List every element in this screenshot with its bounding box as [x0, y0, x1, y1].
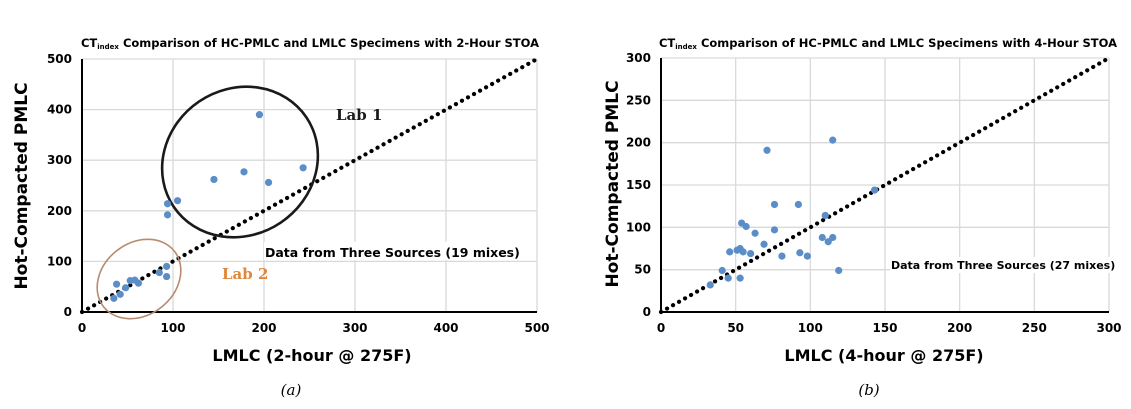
panel-a-chart: CTindex Comparison of HC-PMLC and LMLC S…: [12, 36, 550, 399]
x-tick-label: 100: [160, 321, 185, 335]
data-point: [706, 281, 714, 289]
panel-a-equality-line: [79, 56, 540, 315]
data-point: [770, 226, 779, 234]
data-point: [163, 200, 172, 208]
data-point: [747, 249, 755, 258]
data-point: [829, 136, 837, 144]
lab-2-ellipse: [96, 238, 182, 320]
panel-a-title: CTindex Comparison of HC-PMLC and LMLC S…: [81, 36, 539, 51]
y-tick-label: 0: [643, 305, 651, 319]
data-point: [134, 279, 143, 287]
panel-b-x-axis-label: LMLC (4-hour @ 275F): [784, 346, 983, 365]
data-point: [299, 164, 307, 172]
y-tick-label: 400: [47, 103, 72, 117]
x-tick-label: 150: [872, 321, 897, 335]
y-tick-label: 50: [634, 263, 651, 277]
data-point: [824, 238, 832, 246]
panel-b-tick-labels: 0 50 100 150 200 250 300 0 50 100 150 200 250 300: [626, 51, 1122, 335]
y-tick-label: 200: [47, 204, 72, 218]
data-point: [264, 178, 273, 187]
x-tick-label: 0: [78, 321, 86, 335]
data-point: [778, 252, 786, 260]
y-tick-label: 100: [626, 220, 651, 234]
panel-b-annotation-bg: [890, 257, 1110, 273]
y-tick-label: 150: [626, 178, 651, 192]
data-point: [163, 262, 171, 271]
data-point: [763, 146, 771, 154]
x-tick-label: 200: [251, 321, 276, 335]
data-point: [818, 233, 826, 242]
panel-a-data-points: [110, 111, 307, 302]
panel-a-x-axis-label: LMLC (2-hour @ 275F): [212, 346, 411, 365]
data-point: [155, 268, 163, 277]
data-point: [803, 252, 811, 260]
x-tick-label: 50: [727, 321, 744, 335]
data-point: [796, 249, 804, 257]
data-point: [173, 197, 182, 205]
data-point: [726, 248, 734, 256]
data-point: [255, 111, 264, 119]
equality-line: [79, 56, 540, 315]
y-tick-label: 100: [47, 254, 72, 268]
x-tick-label: 300: [342, 321, 367, 335]
equality-line: [658, 55, 1112, 315]
y-tick-label: 300: [626, 51, 651, 65]
x-tick-label: 500: [524, 321, 549, 335]
data-point: [718, 266, 726, 275]
x-tick-label: 400: [433, 321, 458, 335]
panel-b-chart: CTindex Comparison of HC-PMLC and LMLC S…: [603, 36, 1122, 399]
data-point: [794, 200, 802, 209]
data-point: [163, 272, 171, 281]
panel-a-y-axis-label: Hot-Compacted PMLC: [12, 82, 32, 289]
data-point: [736, 274, 744, 282]
x-tick-label: 200: [947, 321, 972, 335]
data-point: [122, 284, 130, 292]
data-point: [821, 211, 829, 220]
data-point: [739, 248, 747, 256]
data-point: [870, 186, 879, 194]
panel-b-caption: (b): [858, 381, 879, 399]
panel-b-title: CTindex Comparison of HC-PMLC and LMLC S…: [659, 36, 1117, 51]
panel-b-y-axis-label: Hot-Compacted PMLC: [603, 80, 623, 287]
data-point: [724, 274, 732, 282]
data-point: [110, 294, 118, 302]
x-tick-label: 300: [1096, 321, 1121, 335]
panel-b-axes: [660, 58, 1109, 313]
panel-a-caption: (a): [281, 381, 302, 399]
y-tick-label: 500: [47, 52, 72, 66]
panel-a-annotation-bg: [264, 242, 532, 260]
x-tick-label: 0: [657, 321, 665, 335]
lab-1-ellipse: [160, 85, 320, 239]
y-tick-label: 0: [64, 305, 72, 319]
data-point: [210, 175, 218, 184]
panel-a-gridlines: [82, 58, 538, 312]
data-point: [163, 211, 172, 219]
data-point: [770, 200, 779, 209]
data-point: [835, 266, 843, 275]
data-point: [116, 290, 124, 298]
data-point: [829, 233, 837, 242]
x-tick-label: 250: [1022, 321, 1047, 335]
lab-1-label: Lab 1: [336, 106, 382, 124]
data-point: [742, 222, 750, 231]
panel-b-data-points: [706, 136, 879, 289]
y-tick-label: 300: [47, 153, 72, 167]
panel-a-axes: [81, 59, 537, 313]
panel-b-annotation: Data from Three Sources (27 mixes): [891, 259, 1115, 272]
data-point: [112, 280, 121, 288]
data-point: [240, 168, 248, 176]
y-tick-label: 250: [626, 93, 651, 107]
panel-a-tick-labels: 0 100 200 300 400 500 0 100 200 300 400 500: [47, 52, 550, 335]
panel-a-annotation: Data from Three Sources (19 mixes): [265, 245, 520, 260]
data-point: [751, 229, 759, 237]
panel-b-equality-line: [658, 55, 1112, 315]
lab-2-label: Lab 2: [222, 265, 268, 283]
data-point: [760, 240, 768, 248]
x-tick-label: 100: [798, 321, 823, 335]
y-tick-label: 200: [626, 136, 651, 150]
